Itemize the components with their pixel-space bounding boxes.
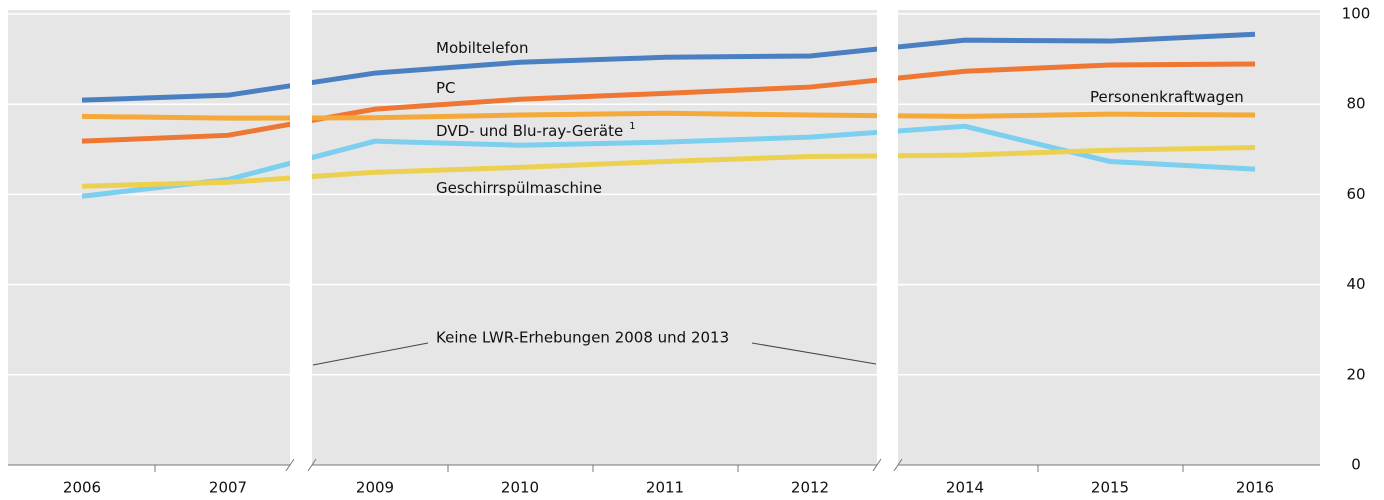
axis-break-mark — [285, 458, 317, 472]
x-tick-label: 2009 — [356, 479, 394, 497]
series-name: DVD- und Blu-ray-Geräte — [436, 122, 623, 140]
panel — [898, 10, 1320, 465]
annotation: Keine LWR-Erhebungen 2008 und 2013 — [436, 329, 729, 347]
y-tick-label: 80 — [1346, 95, 1365, 113]
series-name: PC — [436, 79, 456, 97]
x-tick-label: 2011 — [646, 479, 684, 497]
x-tick-label: 2016 — [1236, 479, 1274, 497]
plot-background — [8, 10, 1320, 465]
series-line — [81, 31, 1256, 103]
series-name: Personenkraftwagen — [1090, 88, 1244, 106]
series-name: Geschirrspülmaschine — [436, 179, 602, 197]
y-tick-label: 20 — [1346, 365, 1365, 383]
y-tick-label: 60 — [1346, 185, 1365, 203]
annotation-leader — [312, 342, 429, 366]
x-tick-label: 2007 — [209, 479, 247, 497]
series-label: DVD- und Blu-ray-Geräte 1 — [436, 121, 636, 140]
series-label: Personenkraftwagen — [1090, 88, 1244, 106]
x-tick-label: 2012 — [791, 479, 829, 497]
axis-break — [290, 459, 312, 471]
axis-break-gap — [290, 0, 312, 466]
y-tick-label: 40 — [1346, 275, 1365, 293]
series-line — [81, 144, 1256, 189]
panel — [312, 10, 877, 465]
series-label: Geschirrspülmaschine — [436, 179, 602, 197]
axis-break-gap — [877, 0, 898, 466]
footnote-marker: 1 — [629, 121, 635, 132]
series-label: PC — [436, 79, 456, 97]
x-tick-label: 2014 — [946, 479, 984, 497]
panel — [8, 10, 290, 465]
x-tick-label: 2006 — [63, 479, 101, 497]
axis-break-mark — [872, 458, 903, 472]
annotation-leader — [751, 342, 877, 365]
series-name: Mobiltelefon — [436, 39, 528, 57]
series-label: Mobiltelefon — [436, 39, 528, 57]
x-tick-label: 2015 — [1091, 479, 1129, 497]
y-tick-label: 100 — [1342, 5, 1371, 23]
series-line — [81, 110, 1256, 121]
axis-break — [877, 459, 898, 471]
y-tick-label: 0 — [1351, 456, 1361, 474]
series-line — [81, 61, 1256, 144]
x-tick-label: 2010 — [501, 479, 539, 497]
